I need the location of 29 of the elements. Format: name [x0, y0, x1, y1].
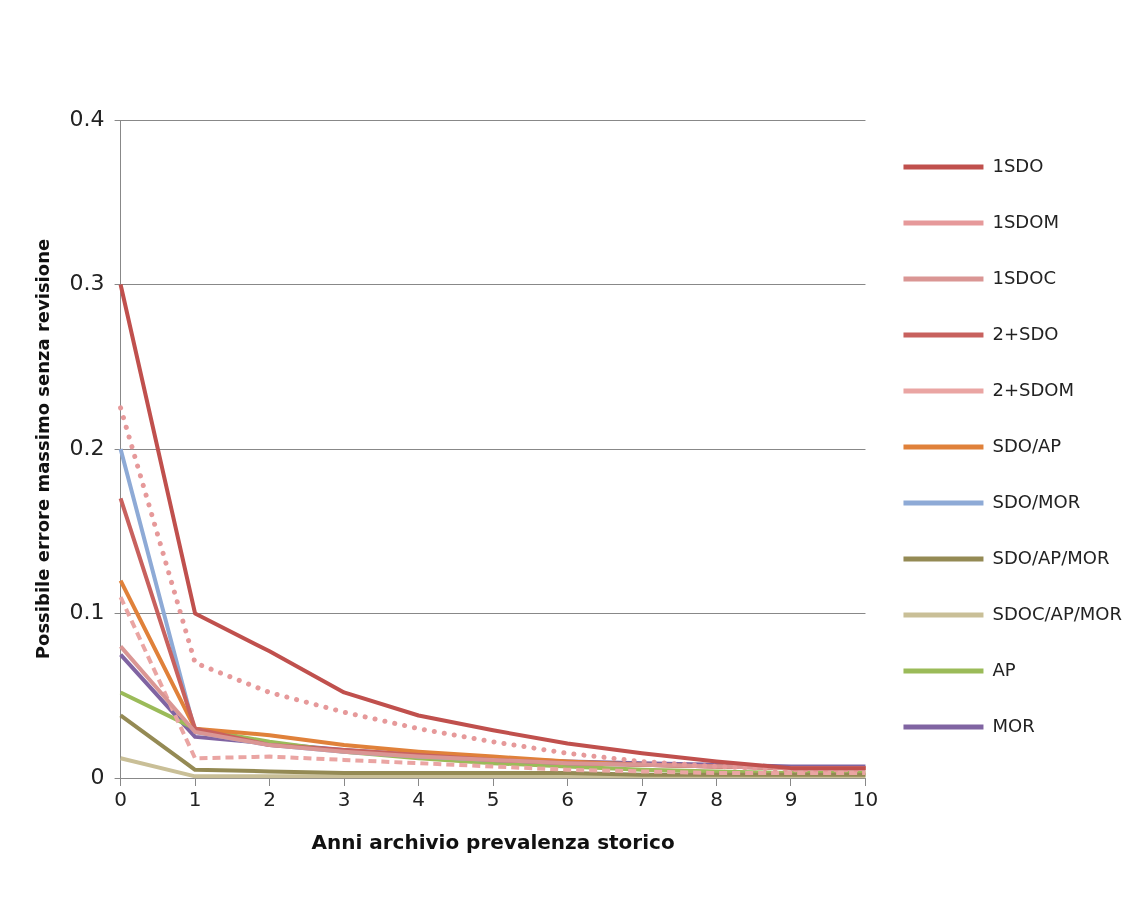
x-tick-label: 9 [784, 787, 798, 812]
y-tick-label: 0 [90, 763, 105, 789]
legend-label: SDO/AP [992, 434, 1062, 456]
x-tick-label: 10 [852, 787, 879, 812]
legend-label: 2+SDO [992, 322, 1059, 344]
x-tick-label: 2 [263, 787, 276, 812]
legend-label: SDOC/AP/MOR [992, 602, 1123, 624]
x-tick-label: 7 [635, 787, 649, 812]
legend-label: AP [992, 658, 1016, 680]
legend-label: 1SDOM [992, 210, 1059, 232]
x-axis-title: Anni archivio prevalenza storico [311, 830, 675, 855]
legend-label: 1SDO [992, 154, 1044, 176]
legend-label: SDO/MOR [992, 490, 1081, 512]
legend-label: 2+SDOM [992, 378, 1075, 400]
x-tick-label: 0 [114, 787, 127, 812]
legend-label: MOR [992, 714, 1035, 736]
legend-label: SDO/AP/MOR [992, 546, 1110, 568]
x-tick-label: 8 [710, 787, 723, 812]
x-tick-label: 3 [337, 787, 351, 812]
x-tick-label: 6 [561, 787, 574, 812]
x-tick-label: 1 [188, 787, 202, 812]
y-tick-label: 0.1 [69, 599, 105, 625]
y-tick-label: 0.4 [69, 105, 105, 131]
x-tick-label: 4 [412, 787, 425, 812]
y-tick-label: 0.3 [69, 270, 105, 296]
x-tick-label: 5 [486, 787, 500, 812]
y-tick-label: 0.2 [69, 434, 105, 460]
y-axis-title: Possibile errore massimo senza revisione [32, 238, 54, 660]
legend-label: 1SDOC [992, 266, 1056, 288]
